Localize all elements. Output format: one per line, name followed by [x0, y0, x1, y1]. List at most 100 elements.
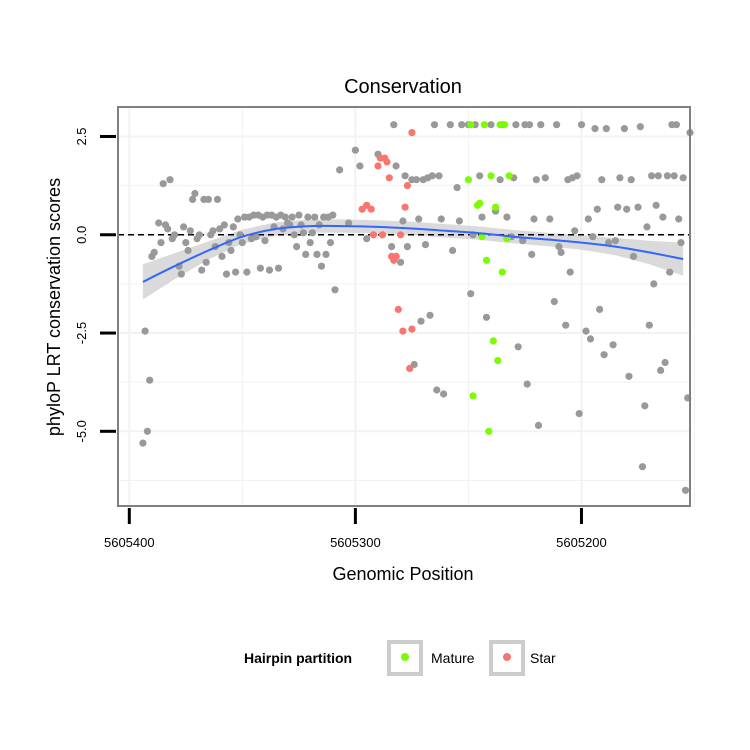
other-point [503, 213, 511, 221]
other-point [306, 239, 314, 247]
star-point [378, 231, 387, 239]
other-point [435, 172, 443, 180]
other-point [317, 262, 326, 270]
star-point [399, 327, 407, 335]
plot-panel [117, 106, 696, 507]
legend-label-mature: Mature [431, 650, 475, 666]
other-point [523, 380, 531, 388]
other-point [629, 252, 638, 260]
other-point [143, 427, 151, 435]
other-point [600, 351, 608, 359]
other-point [430, 121, 439, 129]
other-point [198, 266, 206, 274]
other-point [164, 225, 172, 233]
other-point [679, 174, 687, 182]
other-point [329, 211, 337, 219]
other-point [449, 246, 457, 255]
other-point [182, 239, 190, 247]
legend-dot-star [503, 653, 511, 661]
other-point [573, 172, 581, 180]
chart-title: Conservation [344, 76, 462, 98]
other-point [620, 125, 629, 133]
other-point [141, 327, 149, 335]
other-point [331, 286, 339, 294]
other-point [478, 213, 486, 221]
other-point [238, 239, 246, 247]
data-points [139, 121, 694, 494]
other-point [571, 227, 579, 235]
other-point [220, 221, 228, 229]
star-point [383, 158, 391, 166]
y-tick-label: -2.5 [74, 322, 89, 344]
other-point [308, 229, 316, 237]
legend-item-star: Star [489, 640, 556, 676]
other-point [256, 264, 264, 272]
other-point [234, 215, 242, 223]
other-point [675, 215, 683, 223]
other-point [392, 162, 400, 170]
other-point [525, 121, 534, 129]
other-point [222, 270, 231, 278]
other-point [476, 172, 484, 180]
other-point [663, 172, 672, 180]
legend-dot-mature [401, 653, 409, 661]
other-point [496, 176, 504, 184]
other-point [586, 335, 595, 343]
other-point [184, 246, 192, 255]
mature-point [476, 199, 484, 207]
other-point [397, 258, 405, 266]
other-point [189, 195, 197, 203]
x-axis: 5605400 5605300 5605200 [104, 508, 607, 550]
other-point [412, 176, 420, 184]
other-point [453, 184, 461, 192]
other-point [557, 248, 565, 256]
star-point [367, 205, 375, 213]
star-point [408, 325, 416, 333]
other-point [356, 162, 364, 170]
other-point [426, 311, 434, 319]
other-point [681, 486, 690, 494]
other-point [546, 215, 554, 223]
panel-background [118, 107, 690, 506]
star-point [408, 129, 416, 137]
other-point [657, 366, 665, 374]
other-point [295, 211, 303, 219]
other-point [648, 172, 656, 180]
y-tick-label: -5.0 [74, 420, 89, 442]
loess-smooth-line [142, 224, 684, 283]
other-point [191, 189, 199, 198]
legend-title: Hairpin partition [244, 650, 352, 666]
other-point [159, 180, 167, 188]
other-point [293, 243, 301, 251]
other-point [252, 233, 260, 241]
other-point [553, 121, 561, 129]
mature-point [492, 203, 500, 211]
other-point [261, 237, 269, 245]
other-point [455, 217, 463, 225]
other-point [677, 239, 685, 247]
y-axis-label: phyloP LRT conservation scores [44, 178, 64, 436]
other-point [643, 223, 651, 231]
x-tick-label: 5605300 [330, 535, 381, 550]
mature-point [469, 392, 477, 400]
other-point [512, 121, 520, 129]
star-point [385, 174, 393, 182]
other-point [155, 219, 163, 227]
other-point [555, 243, 563, 251]
other-point [670, 172, 678, 180]
other-point [218, 252, 226, 260]
other-point [530, 215, 538, 223]
other-point [281, 213, 289, 221]
other-point [243, 268, 251, 276]
other-point [602, 125, 610, 133]
other-point [401, 172, 409, 180]
other-point [609, 341, 617, 349]
other-point [322, 250, 330, 258]
other-point [666, 268, 674, 276]
other-point [591, 125, 599, 133]
other-point [180, 223, 188, 231]
other-point [652, 201, 660, 209]
other-point [421, 241, 430, 249]
star-point [374, 162, 382, 170]
